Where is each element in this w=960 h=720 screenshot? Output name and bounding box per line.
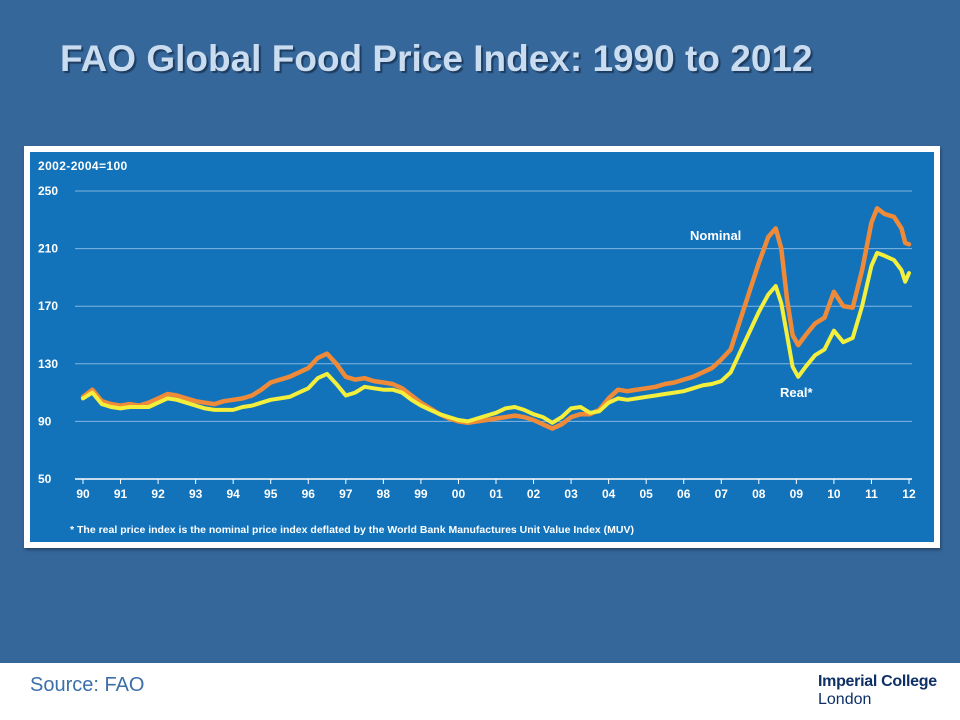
x-tick-label: 99 [414,487,428,501]
series-label-real: Real* [780,385,813,400]
x-tick-label: 12 [902,487,916,501]
x-tick-label: 01 [489,487,503,501]
x-tick-label: 94 [227,487,241,501]
source-credit: Source: FAO [30,674,145,696]
x-tick-label: 00 [452,487,466,501]
x-tick-label: 95 [264,487,278,501]
x-tick-label: 92 [151,487,165,501]
x-tick-label: 11 [865,487,878,501]
series-label-nominal: Nominal [690,228,741,243]
y-tick-label: 210 [38,242,58,256]
chart-footnote: * The real price index is the nominal pr… [70,524,634,536]
y-tick-label: 170 [38,299,58,313]
unit-note: 2002-2004=100 [38,159,128,173]
x-tick-label: 08 [752,487,766,501]
series-line-nominal [80,206,912,431]
series-lines [80,206,912,431]
y-tick-label: 90 [38,414,52,428]
y-tick-label: 250 [38,184,58,198]
x-tick-label: 04 [602,487,616,501]
logo-line-1: Imperial College [818,673,937,690]
y-tick-labels: 250 210 170 130 90 50 [38,184,58,486]
y-tick-label: 130 [38,357,58,371]
slide-title: FAO Global Food Price Index: 1990 to 201… [60,38,813,79]
x-tick-label: 03 [564,487,578,501]
plot-background [30,152,934,542]
x-tick-label: 98 [377,487,391,501]
x-tick-label: 97 [339,487,353,501]
x-tick-label: 10 [827,487,841,501]
series-labels: Nominal Real* [690,228,813,400]
x-tick-label: 93 [189,487,203,501]
x-tick-label: 91 [114,487,128,501]
y-tick-label: 50 [38,472,52,486]
series-line-real [81,250,911,425]
gridlines [75,190,912,480]
slide-footer: Source: FAO Imperial College London [0,663,960,720]
x-tick-label: 09 [790,487,804,501]
imperial-college-logo: Imperial College London [818,673,937,709]
x-tick-label: 02 [527,487,541,501]
food-price-index-chart: 250 210 170 130 90 50 90 91 92 93 94 95 96 97 98 99 00 0… [30,152,934,542]
x-tick-label: 06 [677,487,691,501]
logo-line-2: London [818,691,872,708]
x-tick-label: 07 [715,487,729,501]
chart-frame: 250 210 170 130 90 50 90 91 92 93 94 95 96 97 98 99 00 0… [24,146,940,548]
x-tick-label: 05 [639,487,653,501]
x-axis: 90 91 92 93 94 95 96 97 98 99 00 01 02 03 04 05 06 07 08 09… [76,479,916,501]
x-tick-label: 96 [302,487,316,501]
x-tick-label: 90 [76,487,90,501]
